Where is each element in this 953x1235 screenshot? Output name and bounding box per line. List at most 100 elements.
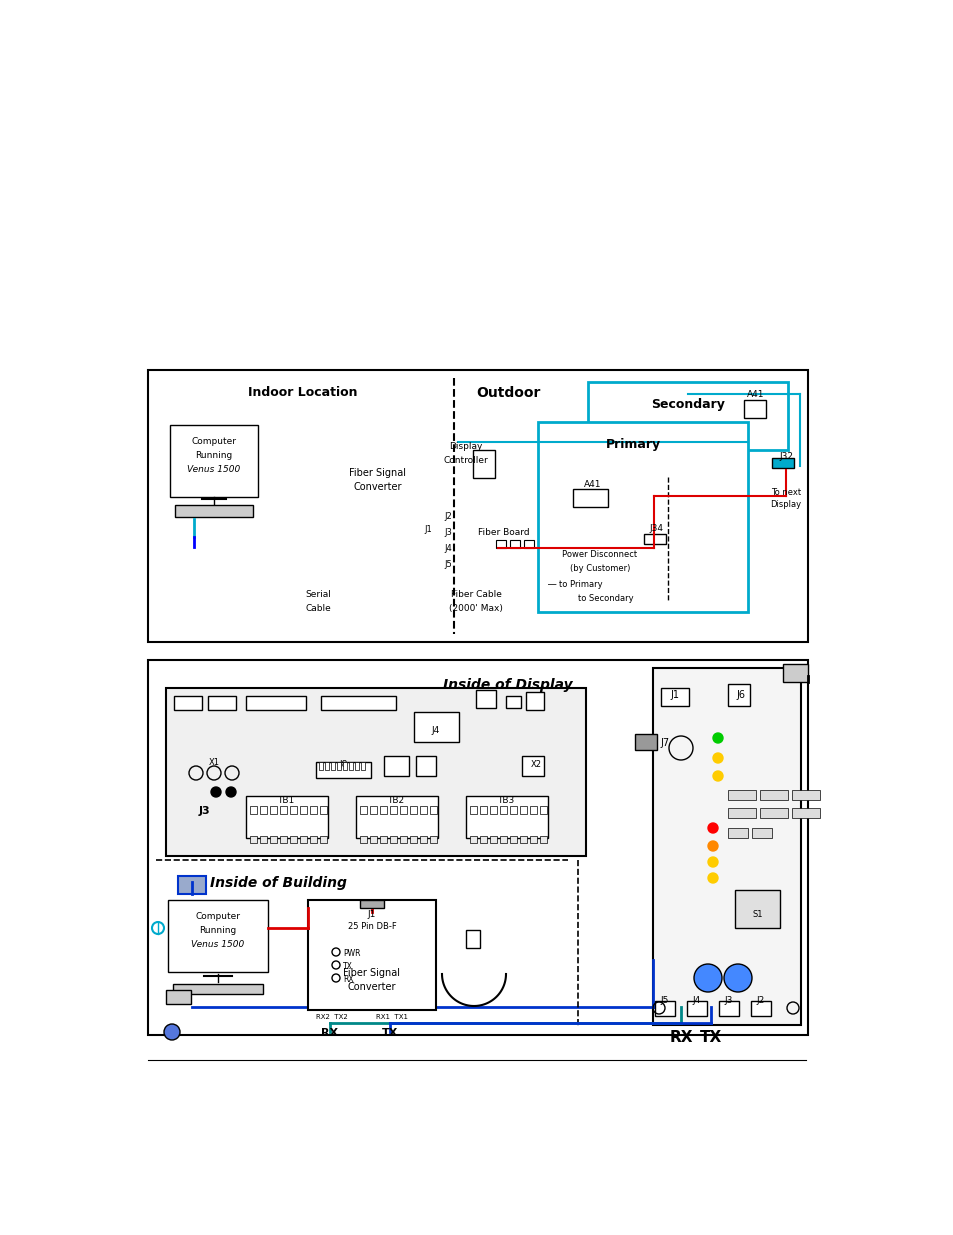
Bar xyxy=(479,836,486,844)
Text: Fiber Signal: Fiber Signal xyxy=(343,968,400,978)
Bar xyxy=(465,797,547,839)
Bar xyxy=(370,806,376,814)
Text: Secondary: Secondary xyxy=(650,398,724,411)
Circle shape xyxy=(707,857,718,867)
Text: RX1  TX1: RX1 TX1 xyxy=(375,1014,408,1020)
Text: J4: J4 xyxy=(692,995,700,1005)
Bar xyxy=(519,806,526,814)
Bar xyxy=(384,756,409,776)
Text: Converter: Converter xyxy=(354,482,402,492)
Text: Cable: Cable xyxy=(305,604,331,613)
Bar xyxy=(359,806,367,814)
Text: J2: J2 xyxy=(444,513,452,521)
Bar xyxy=(573,489,607,508)
Bar xyxy=(270,806,276,814)
Text: Primary: Primary xyxy=(605,438,659,451)
Bar xyxy=(355,762,358,769)
Bar xyxy=(496,540,505,548)
Text: Inside of Display: Inside of Display xyxy=(443,678,572,692)
Bar xyxy=(270,836,276,844)
Bar xyxy=(750,1002,770,1016)
Bar xyxy=(727,790,755,800)
Text: (2000' Max): (2000' Max) xyxy=(449,604,502,613)
Bar xyxy=(416,756,436,776)
Text: (by Customer): (by Customer) xyxy=(569,564,630,573)
Bar xyxy=(727,684,749,706)
Text: TX: TX xyxy=(343,962,353,971)
Bar xyxy=(359,836,367,844)
Text: J7: J7 xyxy=(659,739,669,748)
Bar xyxy=(178,876,206,894)
Text: ― to Primary: ― to Primary xyxy=(547,580,602,589)
Bar xyxy=(530,806,537,814)
Bar xyxy=(336,762,340,769)
Bar xyxy=(315,762,371,778)
Bar xyxy=(250,836,256,844)
Bar xyxy=(686,1002,706,1016)
Text: J2: J2 xyxy=(756,995,764,1005)
Text: Venus 1500: Venus 1500 xyxy=(187,466,240,474)
Circle shape xyxy=(723,965,751,992)
Bar xyxy=(760,808,787,818)
Bar xyxy=(470,806,476,814)
Bar xyxy=(399,806,407,814)
Text: Computer: Computer xyxy=(195,911,240,921)
Bar xyxy=(166,688,585,856)
Text: TB1: TB1 xyxy=(277,797,294,805)
Text: Display: Display xyxy=(770,500,801,509)
Bar xyxy=(473,450,495,478)
Bar xyxy=(319,836,327,844)
Text: J34: J34 xyxy=(648,524,662,534)
Bar xyxy=(370,836,376,844)
Bar xyxy=(390,836,396,844)
Text: J3: J3 xyxy=(443,529,452,537)
Bar xyxy=(490,836,497,844)
Text: Outdoor: Outdoor xyxy=(476,387,539,400)
Bar xyxy=(521,756,543,776)
Text: RX: RX xyxy=(321,1028,338,1037)
Bar xyxy=(760,790,787,800)
Bar xyxy=(310,806,316,814)
Bar xyxy=(791,808,820,818)
Bar xyxy=(510,806,517,814)
Bar xyxy=(280,806,287,814)
Text: Running: Running xyxy=(195,451,233,459)
Bar xyxy=(751,827,771,839)
Text: PWR: PWR xyxy=(343,948,360,958)
Bar xyxy=(148,370,807,642)
Bar xyxy=(399,836,407,844)
Circle shape xyxy=(707,841,718,851)
Bar xyxy=(379,806,387,814)
Bar xyxy=(519,836,526,844)
Bar xyxy=(505,697,520,708)
Bar xyxy=(539,806,546,814)
Bar xyxy=(170,425,257,496)
Text: TX: TX xyxy=(700,1030,721,1045)
Circle shape xyxy=(712,734,722,743)
Text: Display: Display xyxy=(449,442,482,451)
Bar xyxy=(360,762,365,769)
Text: J3: J3 xyxy=(724,995,733,1005)
Text: Fiber Cable: Fiber Cable xyxy=(450,590,501,599)
Bar xyxy=(166,990,191,1004)
Bar xyxy=(172,984,263,994)
Text: TB3: TB3 xyxy=(497,797,514,805)
Bar xyxy=(331,762,335,769)
Text: Controller: Controller xyxy=(443,456,488,466)
Bar xyxy=(310,836,316,844)
Bar xyxy=(419,806,427,814)
Bar xyxy=(260,836,267,844)
Text: J3: J3 xyxy=(198,806,210,816)
Bar xyxy=(390,806,396,814)
Bar xyxy=(290,806,296,814)
Bar xyxy=(430,806,436,814)
Text: Computer: Computer xyxy=(192,437,236,446)
Text: J5: J5 xyxy=(444,559,452,569)
Text: Fiber Signal: Fiber Signal xyxy=(349,468,406,478)
Text: to Secondary: to Secondary xyxy=(578,594,633,603)
Text: RX2  TX2: RX2 TX2 xyxy=(315,1014,348,1020)
Bar xyxy=(734,890,780,927)
Text: To next: To next xyxy=(770,488,801,496)
Text: J5: J5 xyxy=(660,995,668,1005)
Bar xyxy=(250,806,256,814)
